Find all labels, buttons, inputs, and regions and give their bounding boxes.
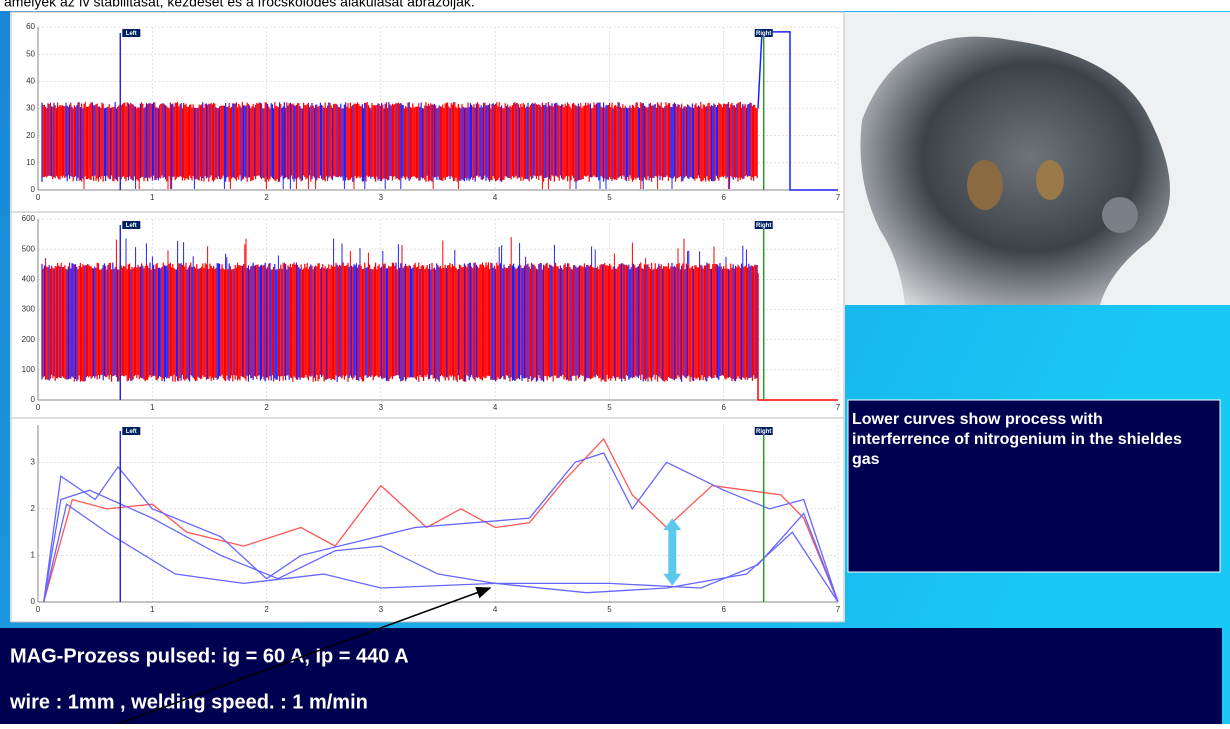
photo	[845, 12, 1230, 305]
x-tick-label: 7	[836, 605, 841, 614]
x-tick-label: 5	[607, 605, 612, 614]
y-tick-label: 0	[31, 395, 36, 404]
y-tick-label: 300	[22, 305, 36, 314]
waveform	[757, 273, 838, 401]
note-box	[847, 399, 1221, 573]
chart: 0 100 200 300 400 500 600 0 1 2 3 4 5 6 7 Left Right	[10, 211, 845, 419]
y-tick-label: 2	[31, 504, 36, 513]
y-tick-label: 40	[26, 76, 35, 85]
note-text: Lower curves show process with interferr…	[852, 411, 1182, 468]
x-tick-label: 0	[36, 403, 41, 412]
footer-line: wire : 1mm , welding speed. : 1 m/min	[9, 691, 368, 713]
cursor-label: Left	[126, 31, 137, 37]
chart-frame	[10, 417, 845, 623]
x-tick-label: 6	[721, 193, 726, 202]
cursor-label: Right	[756, 429, 771, 435]
y-tick-label: 3	[31, 457, 36, 466]
x-tick-label: 3	[379, 403, 384, 412]
double-arrow	[663, 518, 682, 586]
cursor-label: Left	[126, 429, 137, 435]
footer-line: MAG-Prozess pulsed: ig = 60 A, Ip = 440 …	[10, 645, 409, 667]
y-tick-label: 200	[22, 335, 36, 344]
x-tick-label: 1	[150, 605, 155, 614]
x-tick-label: 7	[836, 193, 841, 202]
cursor-label: Right	[756, 31, 771, 37]
series-line	[43, 452, 839, 603]
x-tick-label: 2	[264, 403, 269, 412]
cursor-flag	[754, 29, 773, 37]
x-tick-label: 1	[150, 193, 155, 202]
cursor-flag	[122, 221, 141, 229]
y-tick-label: 0	[31, 185, 36, 194]
y-tick-label: 500	[22, 244, 36, 253]
cursor-flag	[754, 427, 773, 435]
x-tick-label: 4	[493, 403, 498, 412]
cursor-label: Right	[756, 223, 771, 229]
cursor-flag	[754, 221, 773, 229]
cursor-label: Left	[126, 223, 137, 229]
series-line	[43, 503, 839, 603]
x-tick-label: 3	[379, 193, 384, 202]
series-line	[43, 489, 839, 603]
y-tick-label: 60	[26, 22, 35, 31]
x-tick-label: 2	[264, 605, 269, 614]
intro-strip	[0, 0, 1230, 11]
x-tick-label: 1	[150, 403, 155, 412]
x-tick-label: 0	[36, 193, 41, 202]
cursor-flag	[122, 29, 141, 37]
x-tick-label: 7	[836, 403, 841, 412]
x-tick-label: 6	[721, 605, 726, 614]
x-tick-label: 4	[493, 605, 498, 614]
y-tick-label: 0	[31, 597, 36, 606]
y-tick-label: 1	[31, 551, 36, 560]
x-tick-label: 3	[379, 605, 384, 614]
y-tick-label: 20	[26, 131, 35, 140]
footer-box	[0, 628, 1222, 724]
waveform	[757, 31, 838, 191]
note-wrap: Lower curves show process with interferr…	[852, 411, 1182, 468]
y-tick-label: 50	[26, 49, 35, 58]
intro-text: amelyek az ív stabilitását, kezdését és …	[4, 0, 475, 10]
y-tick-label: 600	[22, 214, 36, 223]
x-tick-label: 5	[607, 193, 612, 202]
y-tick-label: 30	[26, 104, 35, 113]
chart: 0 10 20 30 40 50 60 0 1 2 3 4 5 6 7 Left Right	[10, 11, 845, 213]
x-tick-label: 0	[36, 605, 41, 614]
cursor-flag	[122, 427, 141, 435]
chart: 0 1 2 3 0 1 2 3 4 5 6 7 Left Right	[10, 417, 845, 623]
pointer-arrow	[117, 587, 492, 725]
y-tick-label: 400	[22, 274, 36, 283]
x-tick-label: 2	[264, 193, 269, 202]
x-tick-label: 4	[493, 193, 498, 202]
y-tick-label: 10	[26, 158, 35, 167]
x-tick-label: 5	[607, 403, 612, 412]
y-tick-label: 100	[22, 365, 36, 374]
x-tick-label: 6	[721, 403, 726, 412]
